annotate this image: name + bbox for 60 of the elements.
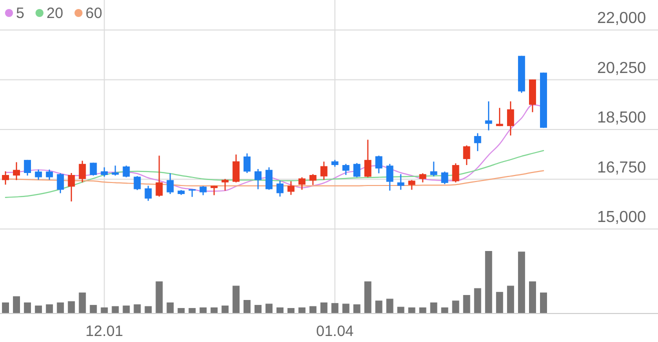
bar: [496, 292, 504, 313]
legend-label: 5: [16, 5, 24, 22]
bar: [122, 306, 130, 313]
bar: [518, 252, 526, 313]
bar: [309, 306, 316, 313]
x-tick-label: 01.04: [316, 323, 354, 340]
bar: [200, 307, 207, 313]
bar: [166, 302, 174, 313]
bar: [441, 307, 448, 313]
bar: [386, 298, 394, 313]
bar: [34, 306, 42, 313]
bar: [56, 302, 64, 313]
bar: [112, 306, 119, 313]
bar: [144, 306, 152, 313]
bar: [364, 281, 372, 313]
bar: [244, 300, 251, 313]
bar: [529, 281, 536, 313]
bar: [276, 307, 284, 313]
bar: [12, 296, 20, 313]
y-tick-label: 22,000: [597, 10, 646, 27]
bar: [353, 304, 360, 313]
bar: [287, 308, 294, 313]
legend-label: 20: [46, 5, 64, 22]
bar: [507, 286, 514, 313]
bar: [134, 304, 141, 313]
bar: [188, 308, 196, 313]
bar: [100, 307, 108, 313]
bar: [342, 304, 350, 313]
bar: [485, 251, 492, 313]
bar: [540, 292, 548, 313]
bar: [474, 288, 482, 313]
bar: [210, 307, 218, 313]
y-tick-label: 18,500: [597, 110, 646, 126]
y-tick-label: 15,000: [597, 209, 646, 226]
bar: [24, 302, 31, 313]
bar: [430, 302, 438, 313]
legend-label: 60: [86, 5, 102, 22]
bar: [254, 304, 262, 313]
x-tick-label: 12.01: [86, 323, 124, 340]
bar: [178, 308, 185, 313]
y-tick-label: 20,250: [597, 60, 646, 77]
bar: [265, 304, 273, 313]
bar: [375, 300, 382, 313]
y-tick-label: 16,750: [597, 159, 646, 176]
bar: [90, 304, 97, 313]
bar: [419, 307, 426, 313]
bar: [298, 307, 306, 313]
bar: [46, 304, 53, 313]
bar: [463, 295, 470, 313]
bar: [320, 302, 328, 313]
bar: [222, 306, 229, 313]
bar: [2, 302, 10, 313]
bar: [452, 300, 460, 313]
bar: [68, 301, 75, 313]
bar: [408, 307, 416, 313]
bar: [156, 281, 163, 313]
bar: [397, 306, 404, 313]
bar: [78, 292, 86, 313]
bar: [331, 303, 338, 313]
bar: [232, 286, 240, 313]
